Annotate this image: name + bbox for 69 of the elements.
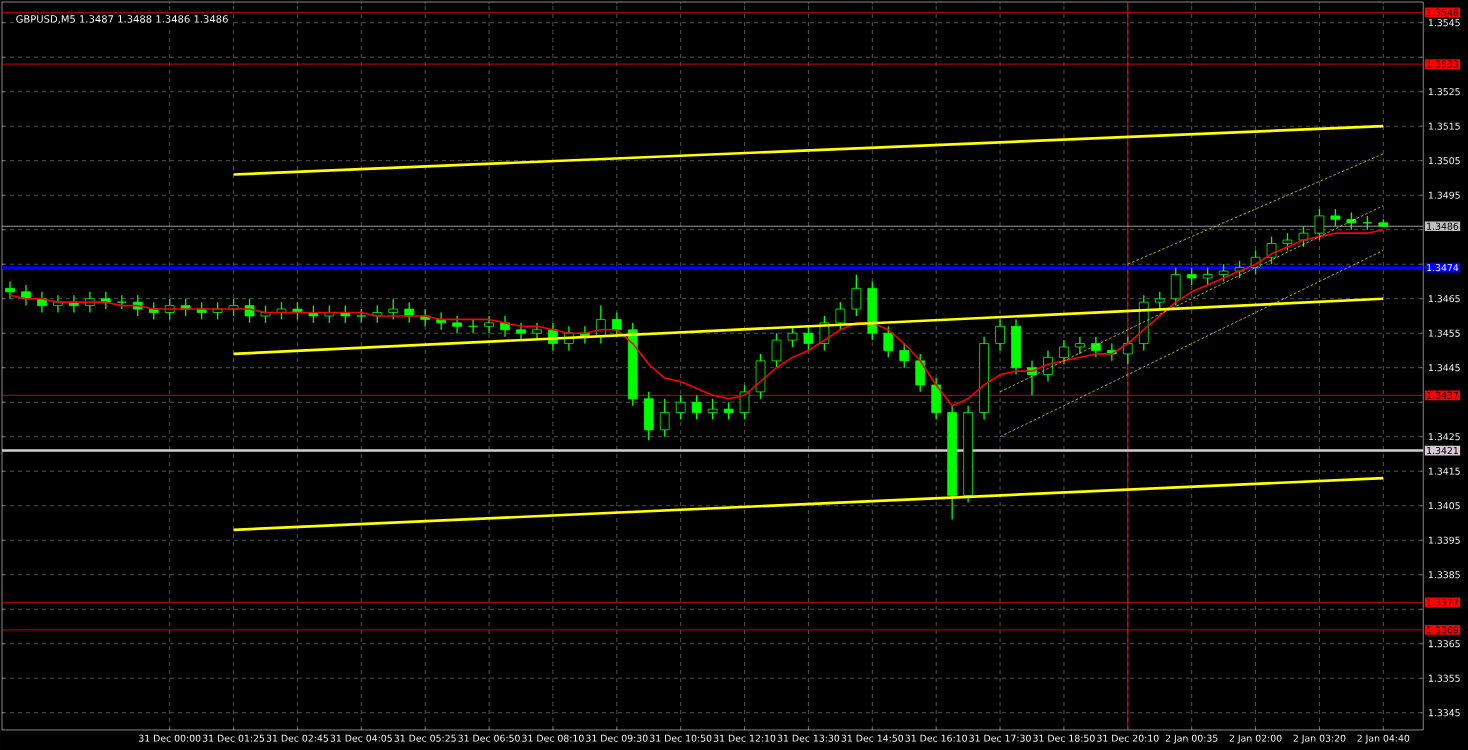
x-tick-label: 31 Dec 00:00	[139, 734, 201, 742]
candlestick	[771, 332, 782, 369]
candlestick	[388, 298, 399, 321]
candlestick	[899, 342, 910, 369]
x-tick-label: 31 Dec 10:50	[650, 734, 712, 742]
candlestick	[675, 394, 686, 421]
x-tick-label: 31 Dec 18:50	[1033, 734, 1095, 742]
x-tick-label: 31 Dec 06:50	[458, 734, 520, 742]
ref-line-label: 1.3474	[1427, 264, 1459, 272]
y-tick-label: 1.3465	[1428, 295, 1460, 303]
y-tick-label: 1.3365	[1428, 640, 1460, 648]
candlestick	[484, 315, 494, 334]
y-tick-label: 1.3425	[1428, 433, 1460, 441]
y-tick-label: 1.3505	[1428, 157, 1460, 165]
candlestick	[995, 318, 1005, 352]
candlestick	[739, 384, 750, 421]
ref-line-label: 1.3421	[1427, 446, 1458, 455]
candlestick	[787, 325, 798, 348]
y-tick-label: 1.3395	[1428, 536, 1460, 544]
x-tick-label: 2 Jan 03:20	[1293, 734, 1346, 744]
ref-line-label: 1.3437	[1427, 391, 1459, 399]
y-tick-label: 1.3445	[1428, 364, 1460, 372]
y-tick-label: 1.3525	[1428, 88, 1460, 96]
y-tick-label: 1.3455	[1428, 329, 1460, 337]
x-tick-label: 2 Jan 04:40	[1357, 734, 1410, 744]
x-tick-label: 31 Dec 08:10	[522, 734, 584, 742]
candlestick	[659, 398, 670, 438]
ref-line-label: 1.3533	[1427, 60, 1459, 68]
candlestick	[1298, 225, 1309, 248]
x-tick-label: 31 Dec 05:25	[394, 734, 456, 742]
x-tick-label: 31 Dec 13:30	[777, 734, 840, 742]
x-tick-label: 31 Dec 20:10	[1097, 734, 1159, 742]
candlestick	[835, 301, 846, 331]
x-tick-label: 31 Dec 01:25	[202, 734, 265, 742]
y-tick-label: 1.3405	[1428, 502, 1460, 510]
x-tick-label: 31 Dec 02:45	[266, 734, 328, 742]
x-tick-label: 31 Dec 16:10	[905, 734, 967, 742]
x-tick-label: 31 Dec 14:50	[841, 734, 904, 742]
y-tick-label: 1.3545	[1428, 19, 1460, 27]
candlestick	[404, 301, 415, 324]
candlestick	[5, 280, 15, 300]
candlestick	[691, 394, 702, 421]
y-tick-label: 1.3415	[1428, 467, 1460, 475]
candlestick	[1122, 335, 1133, 365]
text: GBPUSD,M5 1.3487 1.3488 1.3486 1.3486	[16, 15, 228, 24]
candlestick	[851, 273, 862, 317]
x-tick-label: 31 Dec 04:05	[330, 734, 392, 742]
ref-line-label: 1.3369	[1427, 626, 1459, 634]
ref-line-label: 1.3548	[1427, 8, 1459, 16]
candlestick	[1075, 335, 1085, 355]
x-tick-label: 2 Jan 02:00	[1229, 734, 1282, 744]
candlestick	[452, 315, 462, 334]
x-tick-label: 31 Dec 17:30	[969, 734, 1031, 742]
y-tick-label: 1.3385	[1428, 571, 1460, 579]
ref-line-label: 1.3377	[1427, 598, 1459, 606]
x-tick-label: 31 Dec 12:10	[713, 734, 776, 742]
x-tick-label: 2 Jan 00:35	[1165, 734, 1218, 744]
y-tick-label: 1.3515	[1428, 122, 1460, 130]
candlestick	[803, 325, 814, 352]
candlestick	[1059, 339, 1069, 365]
candlestick	[1314, 208, 1325, 241]
y-tick-label: 1.3355	[1428, 674, 1460, 682]
candlestick	[883, 325, 894, 359]
y-tick-label: 1.3345	[1428, 709, 1460, 717]
x-tick-label: 31 Dec 09:30	[586, 734, 648, 742]
candlestick	[707, 398, 718, 421]
candlestick	[1266, 235, 1277, 265]
ref-line-label: 1.3486	[1427, 222, 1459, 230]
y-tick-label: 1.3495	[1428, 191, 1460, 199]
